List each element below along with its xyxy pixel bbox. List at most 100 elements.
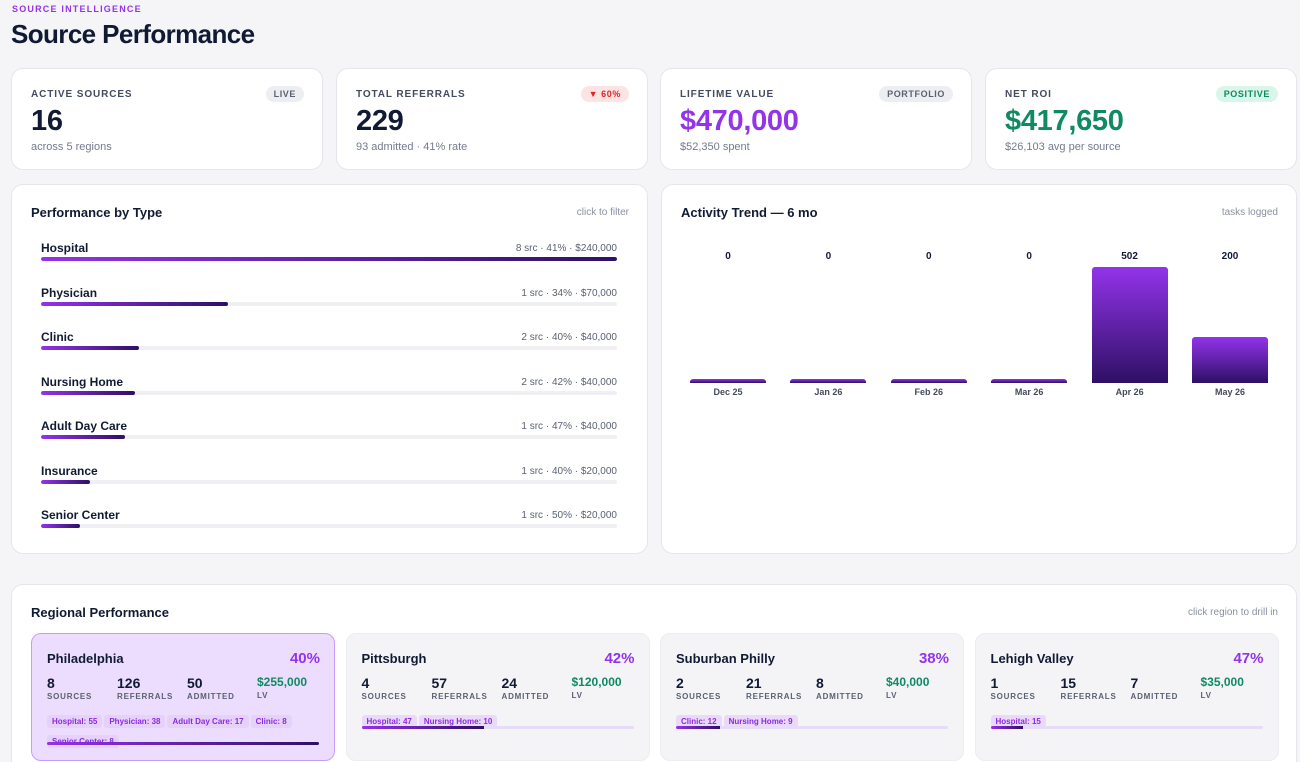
type-row[interactable]: Insurance 1 src · 40% · $20,000 — [41, 464, 617, 494]
lv-label: LV — [1200, 691, 1212, 700]
trend-bar-value: 502 — [1121, 251, 1138, 262]
trend-bar-label: May 26 — [1214, 387, 1246, 397]
kpi-label: LIFETIME VALUE — [680, 89, 775, 100]
region-progress-fill — [676, 726, 720, 729]
trend-bar-label: Feb 26 — [914, 387, 944, 397]
kpi-value: $417,650 — [1005, 105, 1124, 137]
stat-value: 4 — [361, 675, 370, 691]
type-stats: 1 src · 40% · $20,000 — [521, 465, 617, 477]
region-stat-sources: 2 SOURCES — [676, 675, 721, 701]
kpi-label: ACTIVE SOURCES — [31, 89, 133, 100]
region-stat-referrals: 57 REFERRALS — [432, 675, 488, 701]
region-card[interactable]: Philadelphia 40% 8 SOURCES 126 REFERRALS 50 ADM… — [31, 633, 335, 761]
region-stat-referrals: 21 REFERRALS — [746, 675, 802, 701]
region-progress-fill — [361, 726, 484, 729]
trend-bar — [1192, 336, 1268, 383]
kpi-card-net-roi: NET ROI POSITIVE $417,650 $26,103 avg pe… — [985, 68, 1297, 170]
type-chip: Clinic: 8 — [250, 715, 292, 728]
regional-performance-card: Regional Performance click region to dri… — [11, 584, 1297, 762]
stat-value: 50 — [187, 675, 203, 691]
type-stats: 1 src · 50% · $20,000 — [521, 510, 617, 521]
positive-badge: POSITIVE — [1215, 86, 1278, 102]
stat-value: 8 — [816, 675, 824, 691]
type-row[interactable]: Senior Center 1 src · 50% · $20,000 — [41, 508, 617, 538]
stat-value: 21 — [746, 675, 762, 691]
stat-label: REFERRALS — [431, 692, 488, 701]
type-row[interactable]: Physician 1 src · 34% · $70,000 — [41, 286, 617, 316]
trend-bar-value: 200 — [1221, 251, 1239, 262]
region-card[interactable]: Lehigh Valley 47% 1 SOURCES 15 REFERRALS 7 ADMI… — [974, 633, 1279, 761]
stat-value: 24 — [501, 675, 518, 691]
stat-value: 126 — [117, 675, 141, 691]
type-progress-fill — [41, 524, 81, 528]
live-badge: LIVE — [265, 86, 304, 102]
region-stat-referrals: 126 REFERRALS — [117, 675, 173, 701]
change-badge: ▼ 60% — [580, 86, 629, 102]
type-chip: Hospital: 55 — [47, 715, 103, 728]
stat-label: SOURCES — [47, 692, 93, 701]
region-stat-admitted: 24 ADMITTED — [502, 675, 550, 701]
type-stats: 1 src · 34% · $70,000 — [521, 287, 617, 299]
lv-label: LV — [257, 691, 269, 700]
trend-bar — [690, 379, 766, 383]
stat-label: SOURCES — [676, 692, 722, 701]
type-name: Adult Day Care — [41, 419, 128, 433]
trend-bar-value: 0 — [926, 251, 932, 262]
type-name: Senior Center — [41, 508, 120, 522]
region-progress-track — [990, 726, 1263, 729]
region-type-chips: Hospital: 15 — [990, 711, 1271, 731]
region-name: Suburban Philly — [676, 651, 775, 666]
page-title: Source Performance — [11, 19, 255, 49]
type-chip: Nursing Home: 9 — [723, 715, 798, 728]
type-chip: Hospital: 15 — [990, 715, 1046, 728]
region-lifetime-value: $40,000 LV — [886, 675, 929, 700]
type-row[interactable]: Adult Day Care 1 src · 47% · $40,000 — [41, 419, 617, 449]
region-progress-fill — [990, 726, 1024, 729]
type-chip: Clinic: 12 — [676, 715, 722, 728]
type-progress-track — [41, 346, 617, 350]
stat-value: 2 — [676, 675, 684, 691]
region-name: Philadelphia — [47, 651, 124, 666]
region-type-chips: Hospital: 47 Nursing Home: 10 — [361, 711, 642, 731]
trend-bar-label: Dec 25 — [713, 387, 743, 397]
stat-value: 1 — [990, 675, 999, 691]
stat-label: SOURCES — [990, 692, 1036, 701]
type-stats: 2 src · 42% · $40,000 — [521, 376, 617, 388]
kpi-subtext: $52,350 spent — [680, 141, 750, 153]
region-stat-admitted: 8 ADMITTED — [816, 675, 864, 701]
stat-label: REFERRALS — [1060, 692, 1117, 701]
type-row[interactable]: Hospital 8 src · 41% · $240,000 — [41, 241, 617, 271]
stat-label: ADMITTED — [816, 692, 864, 701]
trend-bar-value: 0 — [725, 251, 731, 262]
region-card[interactable]: Suburban Philly 38% 2 SOURCES 21 REFERRALS 8 AD… — [660, 633, 964, 761]
card-title: Performance by Type — [31, 205, 163, 220]
activity-trend-card: Activity Trend — 6 mo tasks logged 0 Dec … — [661, 184, 1297, 554]
region-stat-admitted: 7 ADMITTED — [1131, 675, 1179, 701]
portfolio-badge: PORTFOLIO — [879, 86, 953, 102]
region-rate: 47% — [1233, 650, 1264, 667]
trend-bar — [991, 379, 1068, 383]
kpi-subtext: $26,103 avg per source — [1005, 141, 1121, 153]
trend-bar — [890, 379, 967, 383]
region-stat-referrals: 15 REFERRALS — [1061, 675, 1117, 701]
region-stat-sources: 8 SOURCES — [47, 675, 92, 701]
type-stats: 8 src · 41% · $240,000 — [515, 243, 617, 254]
region-rate: 40% — [289, 650, 320, 667]
stat-label: ADMITTED — [1130, 692, 1179, 701]
type-progress-track — [41, 524, 617, 528]
activity-trend-chart: 0 Dec 25 0 Jan 26 0 Feb 26 0 Mar 26 502 Apr 26 200… — [680, 239, 1280, 399]
type-progress-fill — [41, 435, 126, 439]
kpi-subtext: 93 admitted · 41% rate — [356, 141, 468, 153]
region-lifetime-value: $35,000 LV — [1201, 675, 1244, 700]
lv-value: $255,000 — [257, 675, 308, 689]
region-name: Lehigh Valley — [990, 651, 1074, 666]
kpi-label: NET ROI — [1005, 89, 1052, 100]
region-lifetime-value: $255,000 LV — [257, 675, 307, 700]
region-progress-track — [47, 742, 319, 745]
region-name: Pittsburgh — [361, 651, 427, 666]
region-card[interactable]: Pittsburgh 42% 4 SOURCES 57 REFERRALS 24 ADMITT… — [345, 633, 650, 761]
type-row[interactable]: Clinic 2 src · 40% · $40,000 — [41, 330, 617, 360]
card-title: Regional Performance — [31, 605, 169, 620]
type-progress-fill — [41, 390, 135, 395]
type-row[interactable]: Nursing Home 2 src · 42% · $40,000 — [41, 375, 617, 405]
